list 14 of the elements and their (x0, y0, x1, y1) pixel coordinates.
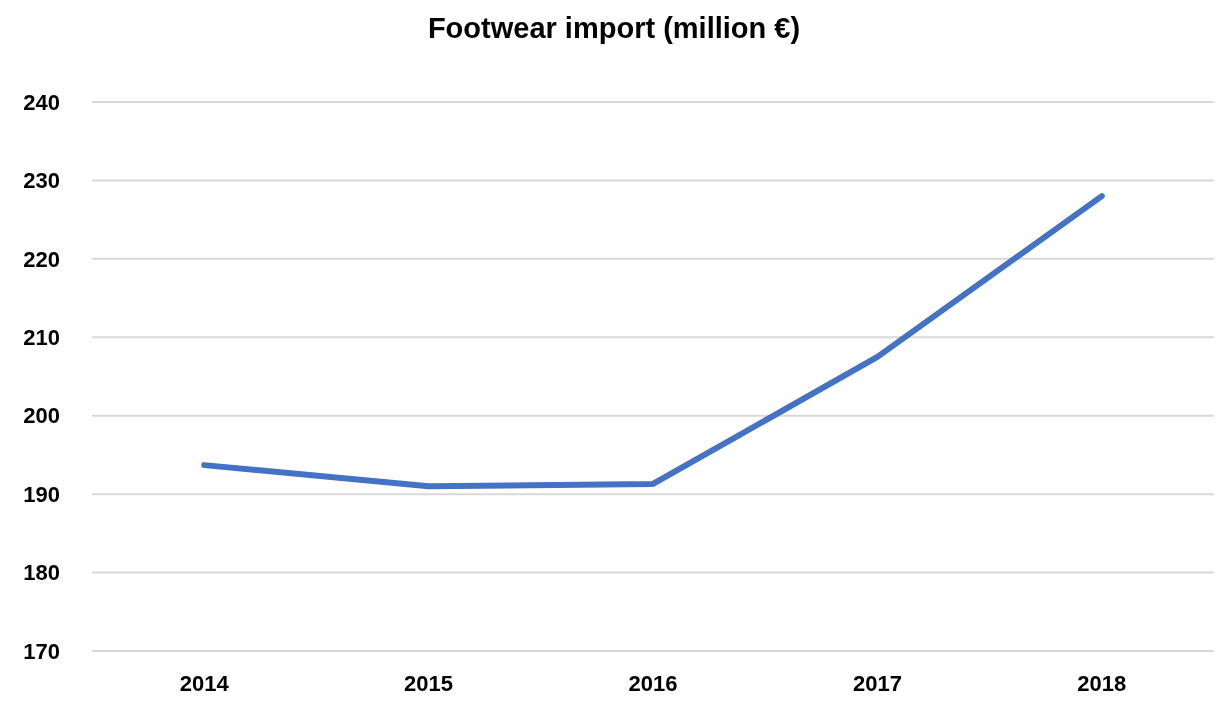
y-tick-label: 170 (23, 638, 60, 664)
y-tick-label: 200 (23, 403, 60, 429)
chart-title: Footwear import (million €) (427, 12, 801, 44)
y-tick-label: 240 (23, 89, 60, 115)
y-tick-label: 190 (23, 481, 60, 507)
y-tick-label: 220 (23, 246, 60, 272)
x-tick-label: 2016 (628, 671, 678, 696)
x-tick-label: 2014 (179, 671, 230, 696)
x-tick-label: 2018 (1077, 671, 1127, 696)
x-tick-label: 2017 (852, 671, 902, 696)
y-tick-label: 180 (23, 560, 60, 586)
y-tick-label: 230 (23, 168, 60, 194)
x-tick-label: 2015 (404, 671, 454, 696)
y-tick-label: 210 (23, 324, 60, 350)
